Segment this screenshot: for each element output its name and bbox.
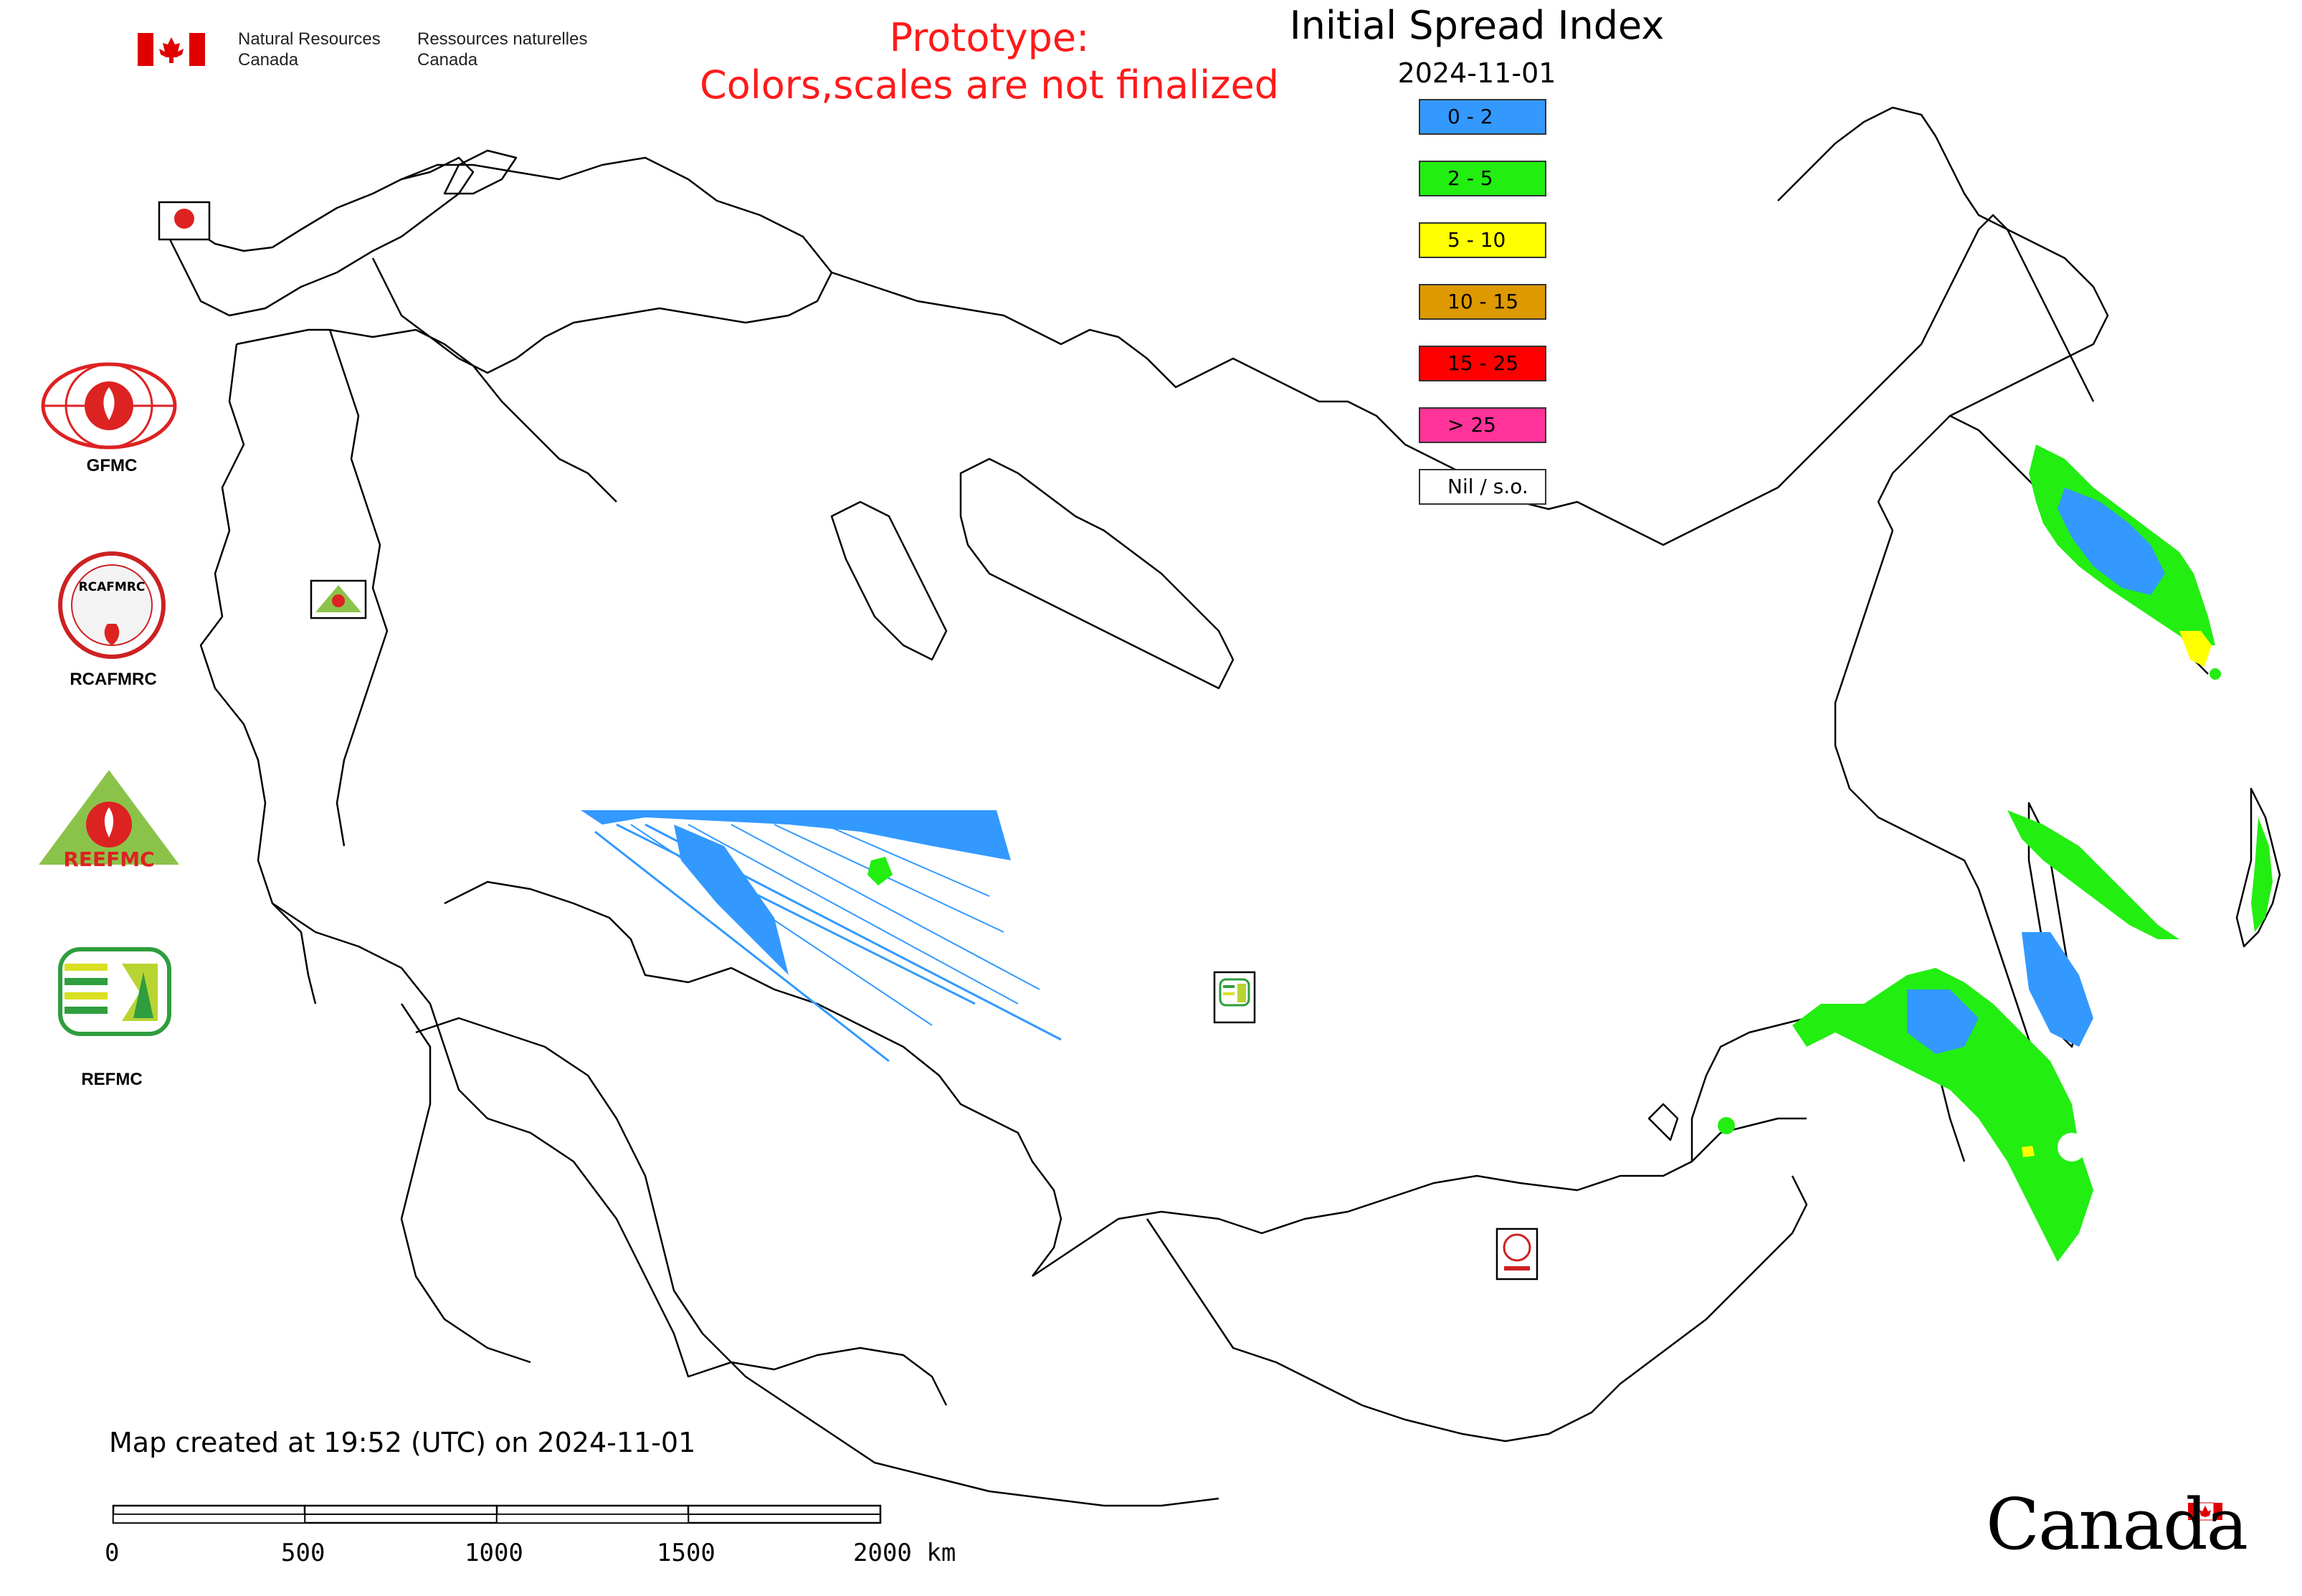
map-created-note: Map created at 19:52 (UTC) on 2024-11-01 [109,1427,696,1458]
agency-name-en-line1: Natural Resources [238,29,381,49]
reefmc-logo-icon: REEFMC [39,770,179,871]
isi-streak-5 [688,824,1019,1004]
scandinavia-outline [163,156,475,317]
caucasus-border [272,902,948,1406]
refmc-logo-icon [58,947,171,1036]
isi-amur-blue-2 [2022,932,2093,1047]
scale-tick-2000: 2000 km [853,1539,956,1567]
canada-wordmark: Canada [1986,1484,2248,1566]
isi-kamchatka-blue [2058,488,2165,595]
canada-flag-icon [138,33,205,66]
prototype-notice-line1: Prototype: [889,15,1090,60]
refmc-map-badge [1213,971,1256,1024]
isi-band-west-lower [674,825,789,975]
agency-name-fr-line2: Canada [417,50,478,70]
isi-kamchatka-yellow [2179,631,2212,667]
legend-item-10-15: 10 - 15 [1419,284,1546,320]
prototype-notice: Prototype: Colors,scales are not finaliz… [645,14,1333,109]
isi-streak-1 [594,830,890,1063]
map-title: Initial Spread Index [1289,3,1665,48]
rcafmrc-map-badge [1495,1227,1538,1281]
legend-item-2-5: 2 - 5 [1419,161,1546,196]
legend-item-over-25: > 25 [1419,407,1546,443]
isi-band-west-upper [581,810,1011,860]
china-border-south [702,1333,1219,1507]
map-date: 2024-11-01 [1397,57,1556,89]
gfmc-map-badge [158,201,211,241]
isi-border-green-dot [1718,1117,1735,1134]
canada-wordmark-flag-icon [2188,1502,2222,1521]
scale-bar-fill-1 [113,1514,305,1524]
japan-outline [2235,787,2281,948]
isi-overlay-kamchatka [2029,445,2221,680]
mongolia-china-border [1146,1175,1808,1443]
prototype-notice-line2: Colors,scales are not finalized [700,62,1279,108]
scale-bar [112,1504,882,1524]
scale-tick-1500: 1500 [657,1539,715,1567]
kola-peninsula-outline [371,156,833,374]
legend-item-0-2: 0 - 2 [1419,99,1546,135]
isi-amur-white-hole [2058,1133,2086,1162]
kazakh-steppe-border [400,1003,531,1364]
agency-name-fr: Ressources naturelles Canada [417,29,587,70]
gfmc-logo-icon [41,362,177,450]
agency-name-en-line2: Canada [238,50,299,70]
scale-tick-0: 0 [105,1539,120,1567]
reefmc-logo-text: REEFMC [63,847,154,871]
isi-streak-7 [774,824,1004,933]
isi-kamchatka-dot [2210,668,2221,680]
yamal-peninsula [830,500,948,661]
central-asia-border [415,1017,704,1334]
legend-item-15-25: 15 - 25 [1419,346,1546,381]
lake-baikal [1647,1103,1679,1141]
isi-japan-green [2251,817,2273,932]
isi-streak-6 [731,824,1040,990]
isi-amur-blue-1 [1907,989,1979,1054]
rcafmrc-logo-text: RCAFMRC [79,580,146,594]
isi-overlay-amur [1718,810,2273,1262]
scale-tick-500: 500 [281,1539,325,1567]
refmc-logo-label: REFMC [81,1070,143,1089]
agency-name-fr-line1: Ressources naturelles [417,29,588,49]
europe-border-west [199,343,317,1004]
arctic-coast [831,214,2095,546]
kazakhstan-border [444,880,1062,1277]
rcafmrc-logo-icon: RCAFMRC [58,551,166,659]
isi-amur-yellow [2022,1146,2035,1157]
gfmc-logo-label: GFMC [86,456,138,475]
legend-item-5-10: 5 - 10 [1419,222,1546,258]
novaya-zemlya-outline [443,149,518,195]
isi-streak-8 [824,824,990,897]
okhotsk-coast [1834,530,1980,890]
europe-border-east [328,329,389,847]
isi-streak-4 [630,824,933,1026]
reefmc-map-badge [310,579,367,619]
baltic-border [236,328,617,503]
russia-mongolia-border [1032,1117,1807,1278]
boundary-lines [163,106,2281,1507]
isi-amur-green [1792,968,2093,1262]
taymyr-peninsula [959,457,1235,690]
isi-overlay-west [581,810,1062,1063]
isi-sakhalin-green [2007,810,2179,939]
legend-item-nil: Nil / s.o. [1419,469,1546,505]
agency-name-en: Natural Resources Canada [238,29,381,70]
scale-tick-1000: 1000 [465,1539,523,1567]
isi-green-patch-west [867,857,893,885]
scale-bar-fill-2 [496,1514,689,1524]
rcafmrc-logo-label: RCAFMRC [70,670,157,689]
